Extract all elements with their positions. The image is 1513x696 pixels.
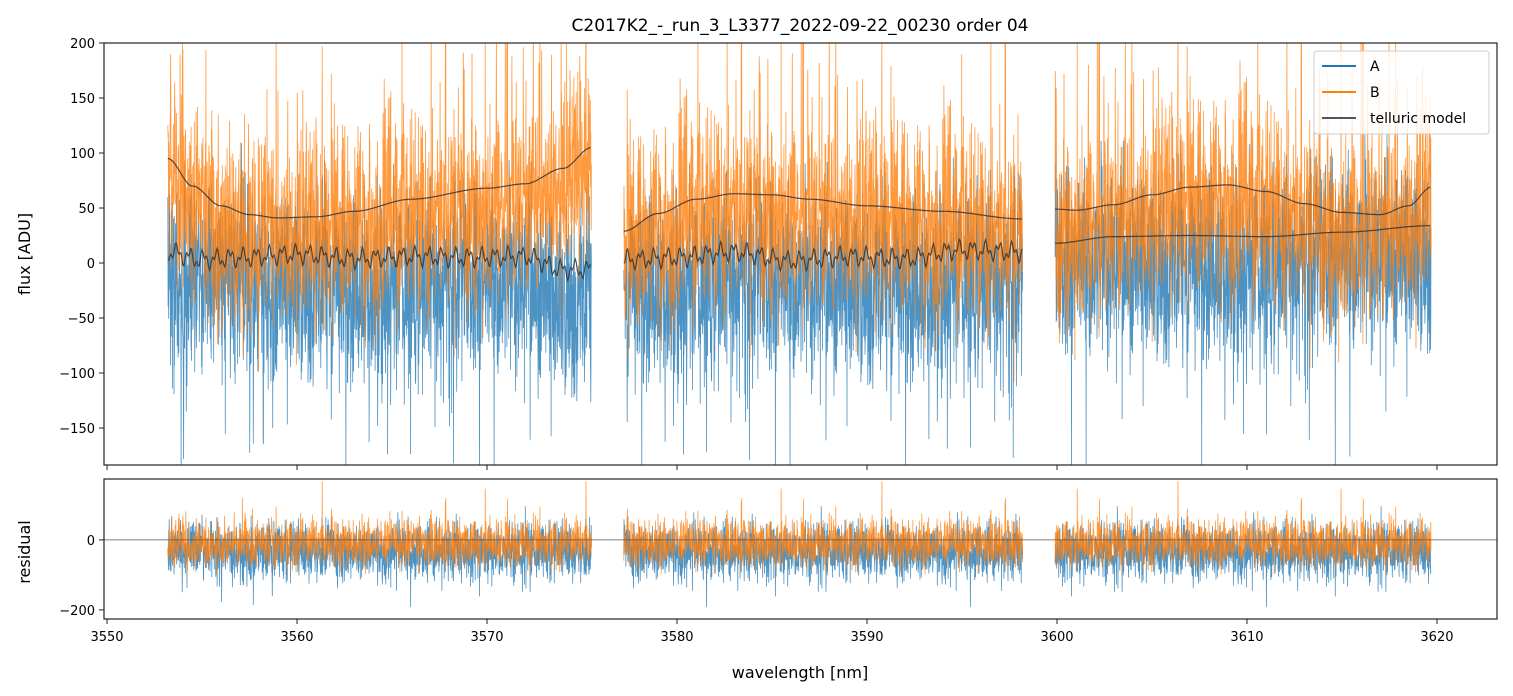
residual-a-line <box>167 506 592 607</box>
y-tick-label: 0 <box>87 257 95 272</box>
x-tick-label: 3590 <box>850 630 883 645</box>
residual-y-tick-label: 0 <box>87 534 95 549</box>
x-axis-label: wavelength [nm] <box>732 663 869 682</box>
legend-label-telluric: telluric model <box>1370 111 1466 127</box>
legend: A B telluric model <box>1313 50 1490 135</box>
telluric-model-upper <box>167 147 591 219</box>
x-tick-label: 3580 <box>660 630 693 645</box>
residual-b-line <box>1054 481 1432 575</box>
x-tick-label: 3560 <box>280 630 313 645</box>
residual-axes-frame <box>103 478 1498 620</box>
telluric-model-lower <box>1055 225 1431 244</box>
legend-label-a: A <box>1370 59 1380 75</box>
x-tick-label: 3610 <box>1230 630 1263 645</box>
flux-plot <box>167 43 1432 465</box>
flux-axes-frame <box>103 42 1498 466</box>
telluric-model-lower <box>167 242 592 283</box>
telluric-model-lower <box>623 237 1023 273</box>
y-axis-label-residual: residual <box>15 520 34 583</box>
chart-title: C2017K2_-_run_3_L3377_2022-09-22_00230 o… <box>572 16 1029 36</box>
y-tick-label: 200 <box>70 37 95 52</box>
x-tick-label: 3600 <box>1040 630 1073 645</box>
x-tick-label: 3620 <box>1420 630 1453 645</box>
y-axis-label-flux: flux [ADU] <box>15 213 34 295</box>
series-b-line <box>167 43 592 372</box>
telluric-model-upper <box>623 193 1022 232</box>
residual-b-line <box>623 481 1023 575</box>
legend-label-b: B <box>1370 85 1380 101</box>
residual-y-tick-label: −200 <box>59 604 95 619</box>
y-tick-label: 100 <box>70 147 95 162</box>
y-tick-label: −50 <box>68 312 95 327</box>
y-tick-label: 150 <box>70 92 95 107</box>
x-tick-label: 3570 <box>470 630 503 645</box>
y-tick-label: 50 <box>78 202 95 217</box>
telluric-model-upper <box>1055 184 1431 216</box>
x-tick-label: 3550 <box>90 630 123 645</box>
y-tick-label: −150 <box>59 422 95 437</box>
residual-plot <box>104 481 1497 607</box>
y-tick-label: −100 <box>59 367 95 382</box>
series-b-line <box>623 43 1023 383</box>
residual-b-line <box>167 481 592 575</box>
